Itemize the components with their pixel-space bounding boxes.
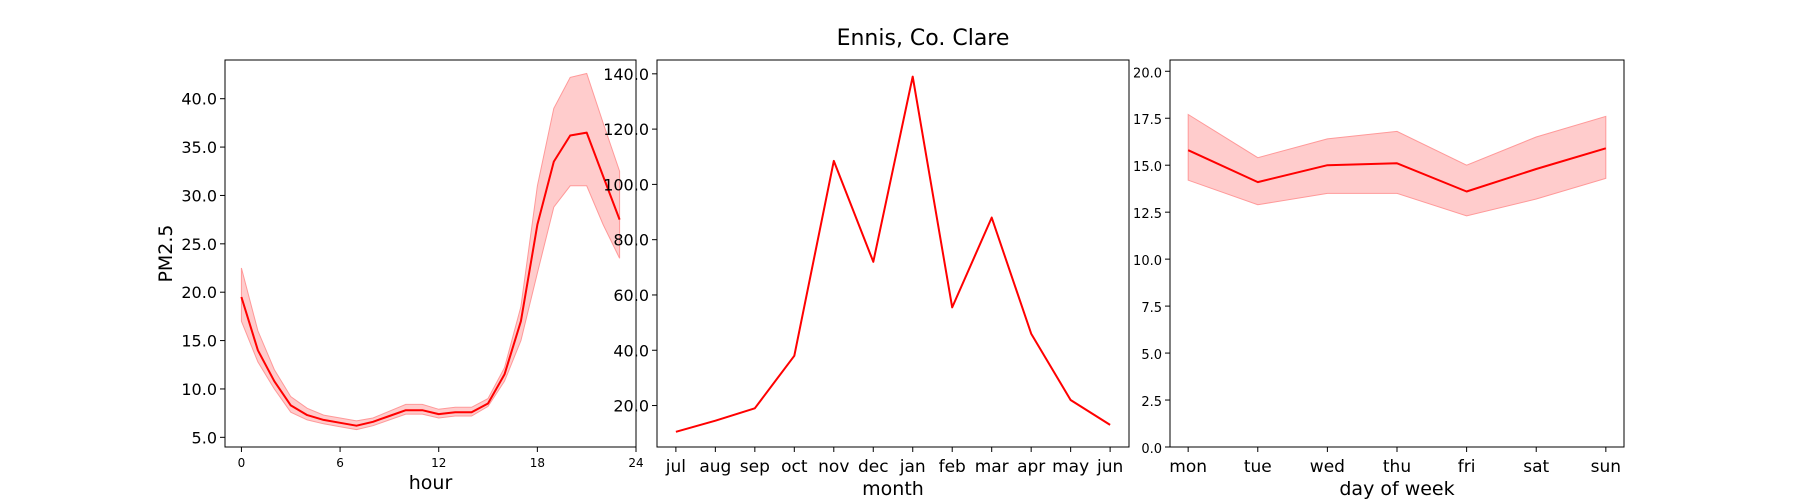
- x-tick-label: sep: [740, 457, 770, 477]
- y-tick-label: 2.5: [1141, 395, 1162, 410]
- x-tick-label: jul: [665, 457, 686, 477]
- confidence-band: [240, 72, 621, 431]
- series-line: [675, 75, 1111, 433]
- y-tick-label: 20.0: [1133, 66, 1162, 81]
- y-tick-label: 17.5: [1133, 113, 1162, 128]
- x-axis-label: hour: [409, 472, 453, 494]
- y-tick-label: 10.0: [1133, 254, 1162, 269]
- x-axis-label: month: [862, 478, 924, 500]
- x-tick-label: wed: [1310, 457, 1345, 477]
- x-tick-label: feb: [939, 457, 966, 477]
- y-tick-label: 15.0: [181, 332, 217, 351]
- y-tick-label: 0.0: [1141, 442, 1162, 457]
- y-tick-label: 7.5: [1141, 301, 1162, 316]
- x-tick-label: dec: [858, 457, 889, 477]
- x-tick-label: fri: [1458, 457, 1476, 477]
- x-tick-label: aug: [699, 457, 731, 477]
- x-tick-label: jun: [1096, 457, 1123, 477]
- x-tick-label: jan: [899, 457, 926, 477]
- x-tick-label: mon: [1169, 457, 1207, 477]
- y-tick-label: 10.0: [181, 380, 217, 399]
- x-tick-label: oct: [781, 457, 808, 477]
- axes-frame: [224, 59, 637, 448]
- y-tick-label: 35.0: [181, 138, 217, 157]
- y-tick-label: 5.0: [1141, 348, 1162, 363]
- y-tick-label: 40.0: [181, 90, 217, 109]
- series-line: [1187, 147, 1607, 193]
- y-tick-label: 20.0: [181, 283, 217, 302]
- y-tick-label: 15.0: [1133, 160, 1162, 175]
- panel-1: 5.0 10.0 15.0 20.0 25.0 30.0 35.0 40.0 0 6 12 18 24 h…: [155, 59, 644, 494]
- confidence-band: [1187, 113, 1607, 217]
- panel-2: 20.0 40.0 60.0 80.0 100.0 120.0 140.0 jul aug sep…: [603, 59, 1130, 500]
- y-tick-label: 60.0: [613, 286, 649, 305]
- y-tick-label: 140.0: [603, 65, 649, 84]
- y-tick-label: 40.0: [613, 341, 649, 360]
- y-tick-label: 100.0: [603, 175, 649, 194]
- x-tick-label: sat: [1523, 457, 1549, 477]
- x-tick-label: tue: [1244, 457, 1272, 477]
- y-tick-label: 25.0: [181, 235, 217, 254]
- x-tick-label: 18: [530, 456, 545, 470]
- x-tick-label: may: [1052, 457, 1089, 477]
- panels: 5.0 10.0 15.0 20.0 25.0 30.0 35.0 40.0 0 6 12 18 24 h…: [155, 59, 1625, 500]
- x-tick-label: 0: [238, 456, 246, 470]
- x-tick-label: 6: [336, 456, 344, 470]
- y-tick-label: 12.5: [1133, 207, 1162, 222]
- x-tick-label: nov: [818, 457, 849, 477]
- y-tick-label: 5.0: [192, 428, 217, 447]
- axes-frame: [656, 59, 1130, 448]
- figure-title: Ennis, Co. Clare: [837, 26, 1010, 51]
- y-tick-label: 20.0: [613, 397, 649, 416]
- x-tick-label: 24: [628, 456, 643, 470]
- panel-3: 0.0 2.5 5.0 7.5 10.0 12.5 15.0 17.5 20.0 mon tue we…: [1133, 59, 1625, 500]
- y-tick-label: 30.0: [181, 186, 217, 205]
- x-axis-label: day of week: [1339, 478, 1454, 500]
- x-tick-label: thu: [1383, 457, 1411, 477]
- y-tick-label: 80.0: [613, 231, 649, 250]
- y-axis-label: PM2.5: [155, 224, 177, 282]
- x-tick-label: mar: [975, 457, 1009, 477]
- series-line: [240, 131, 621, 427]
- x-tick-label: apr: [1017, 457, 1045, 477]
- x-tick-label: 12: [431, 456, 446, 470]
- y-tick-label: 120.0: [603, 120, 649, 139]
- x-tick-label: sun: [1591, 457, 1621, 477]
